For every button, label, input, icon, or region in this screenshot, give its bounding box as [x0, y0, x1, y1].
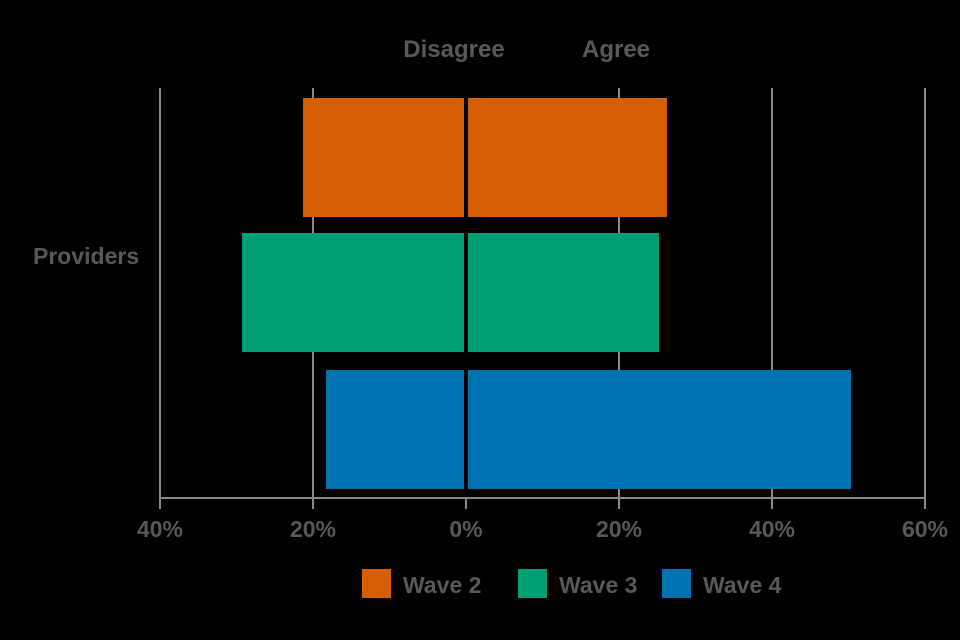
- legend-swatch-wave-2: [362, 569, 391, 598]
- bar-wave-3-agree: [468, 233, 660, 352]
- gridline-60: [924, 88, 926, 499]
- x-axis-tick-label-60: 60%: [901, 516, 949, 542]
- bar-wave-4-agree: [468, 370, 851, 489]
- legend-label-wave-4: Wave 4: [703, 572, 782, 598]
- x-axis-tick--20: [312, 497, 314, 509]
- category-label-providers: Providers: [33, 243, 140, 269]
- x-axis-tick-20: [618, 497, 620, 509]
- x-axis-tick-40: [771, 497, 773, 509]
- x-axis-tick-0: [465, 497, 467, 509]
- bar-wave-3-disagree: [242, 233, 464, 352]
- legend-label-wave-3: Wave 3: [559, 572, 638, 598]
- x-axis-tick-label-40: 40%: [748, 516, 796, 542]
- x-axis-tick-label-20: 20%: [595, 516, 643, 542]
- bar-wave-2-agree: [468, 98, 667, 217]
- x-axis-tick-label-0: 0%: [449, 516, 483, 542]
- disagree-column-header: Disagree: [403, 36, 505, 63]
- gridline--40: [159, 88, 161, 499]
- legend-swatch-wave-4: [662, 569, 691, 598]
- gridline-40: [771, 88, 773, 499]
- x-axis-line: [159, 497, 926, 499]
- legend-swatch-wave-3: [518, 569, 547, 598]
- bar-wave-2-disagree: [303, 98, 464, 217]
- agree-column-header: Agree: [581, 36, 651, 63]
- x-axis-tick-label--20: 20%: [289, 516, 337, 542]
- bar-wave-4-disagree: [326, 370, 464, 489]
- legend-label-wave-2: Wave 2: [403, 572, 482, 598]
- x-axis-tick-60: [924, 497, 926, 509]
- x-axis-tick-label--40: 40%: [136, 516, 184, 542]
- x-axis-tick--40: [159, 497, 161, 509]
